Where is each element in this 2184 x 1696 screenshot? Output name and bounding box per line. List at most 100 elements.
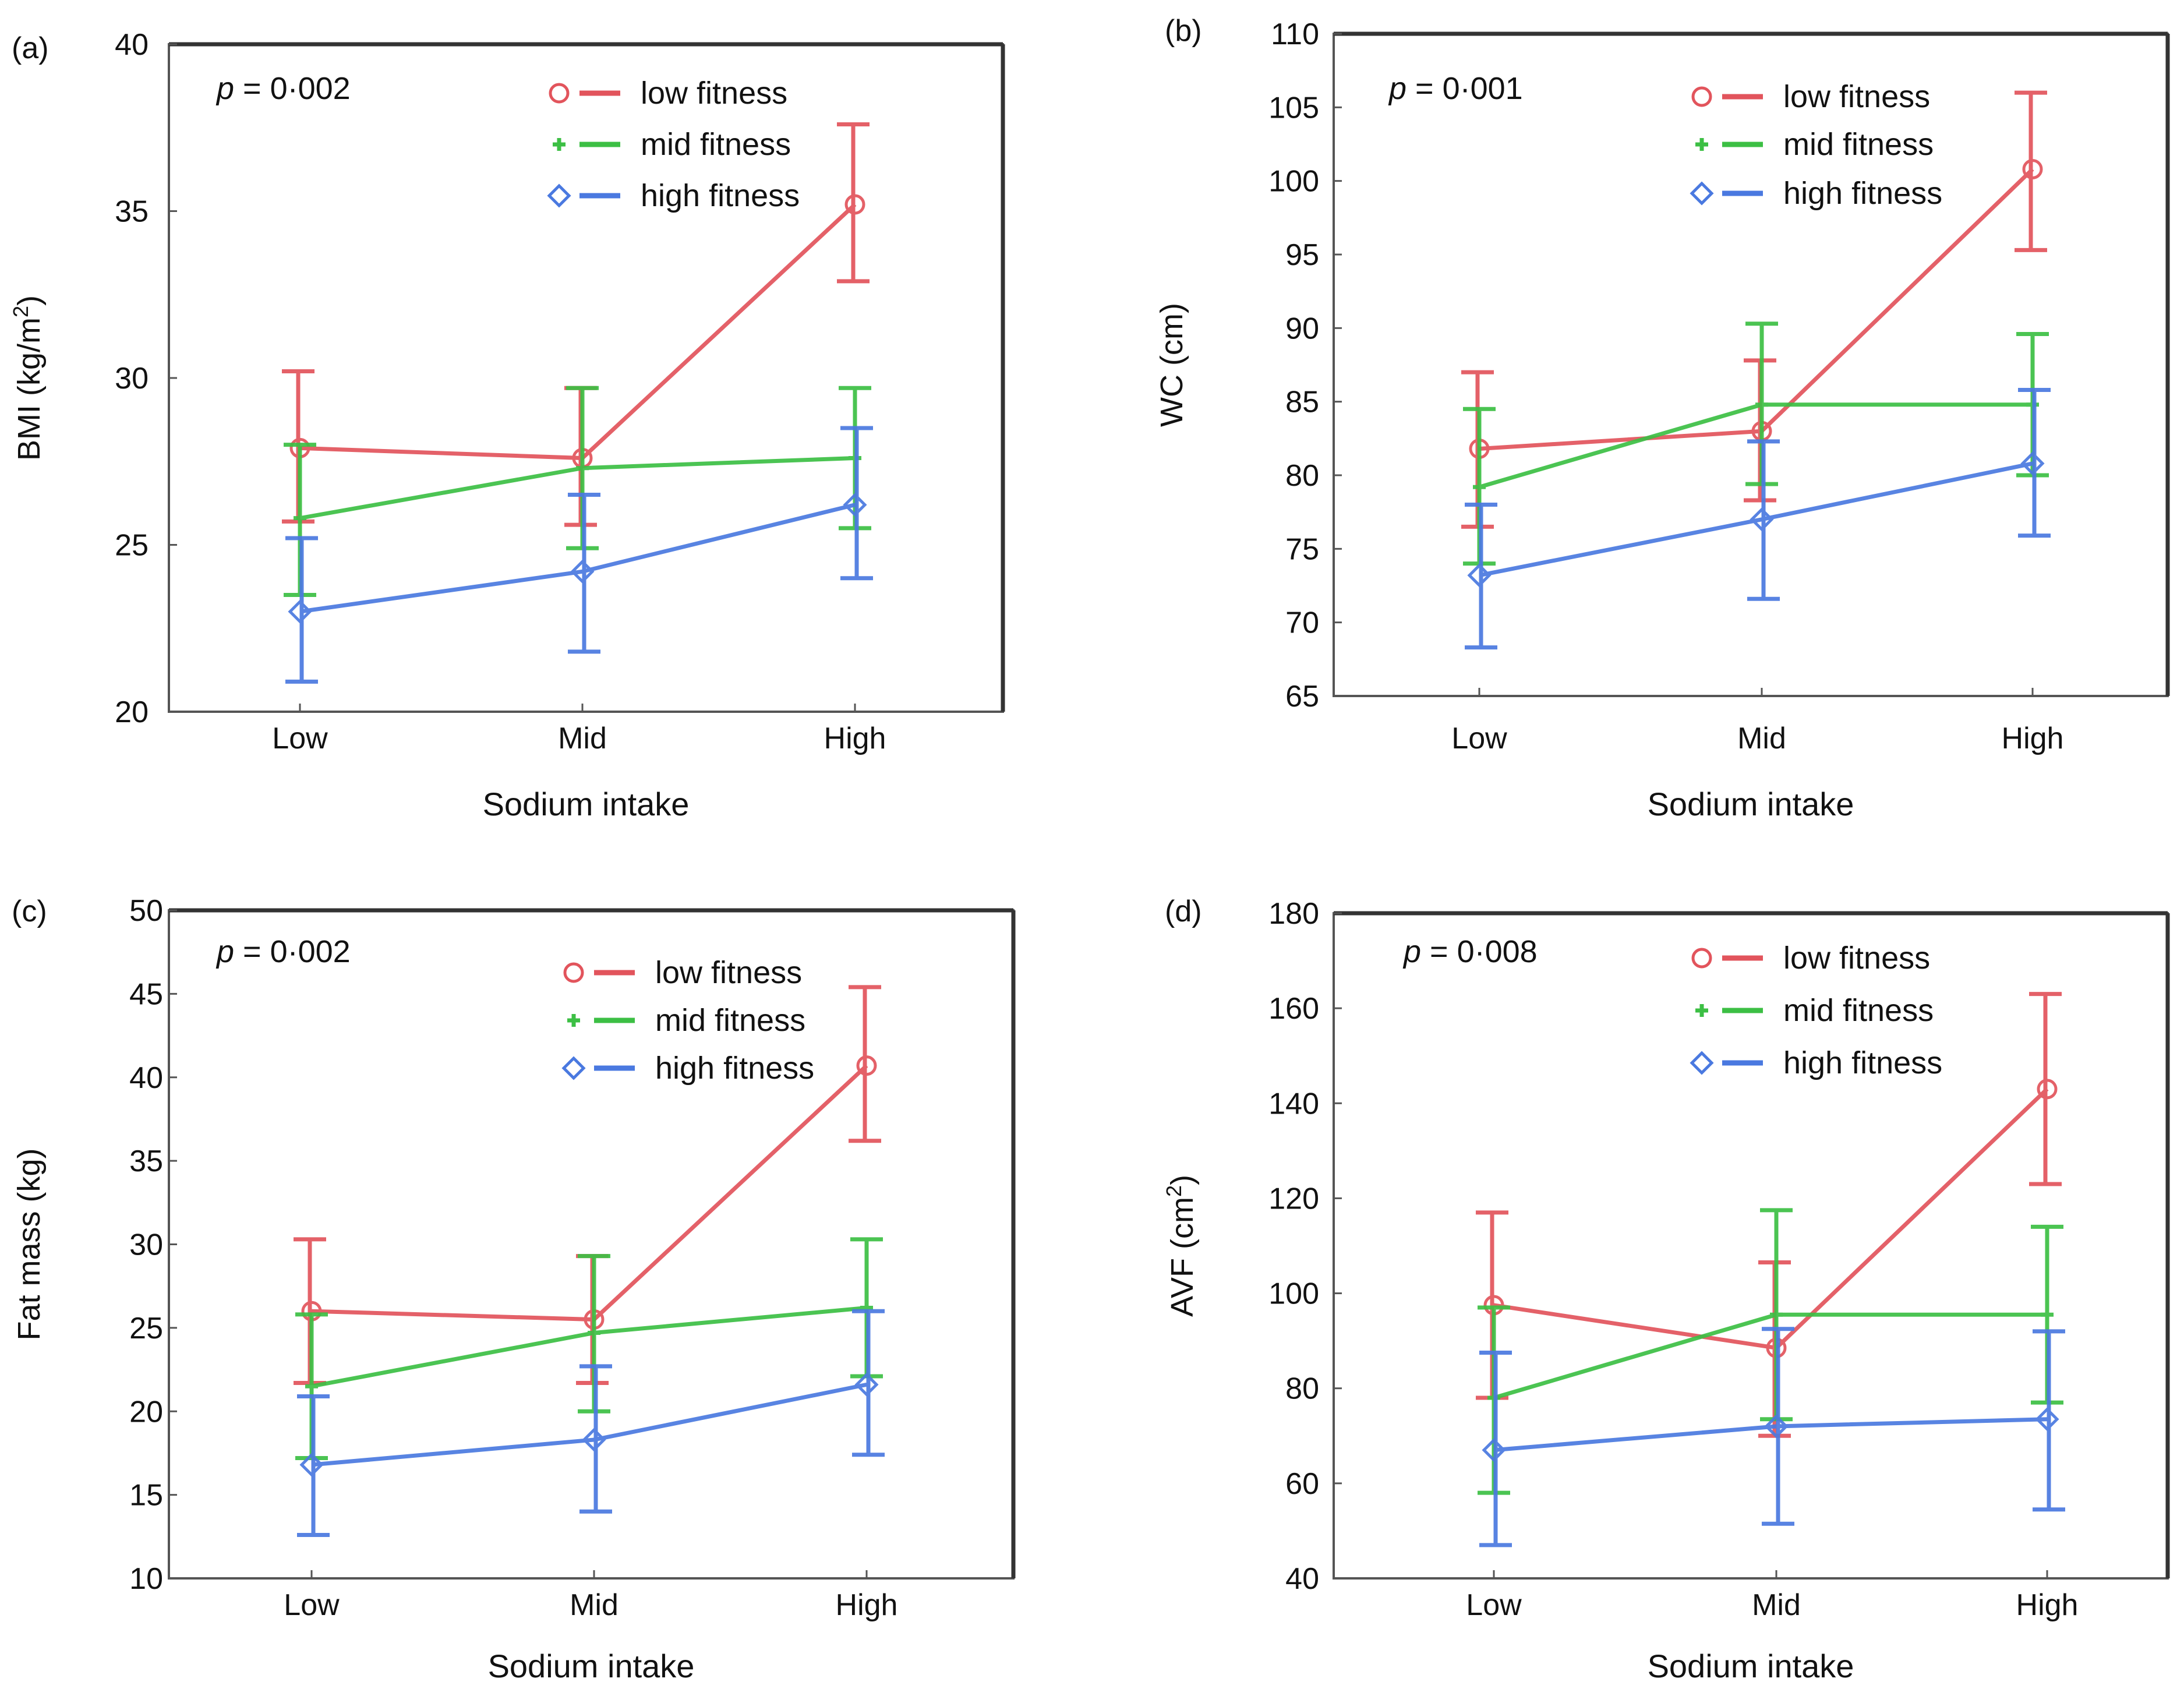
data-point — [854, 1372, 879, 1397]
x-tick-label: Low — [1466, 1588, 1522, 1622]
legend-marker — [1690, 1051, 1714, 1075]
legend-label: mid fitness — [641, 127, 791, 162]
legend-label: high fitness — [641, 178, 800, 213]
legend-item: mid fitness — [1695, 127, 1934, 162]
y-axis-label-main: AVF (cm — [1165, 1197, 1200, 1317]
y-tick-label: 180 — [1268, 897, 1319, 931]
y-tick-label: 45 — [129, 977, 163, 1011]
data-point — [299, 1453, 324, 1477]
data-point — [294, 511, 306, 525]
legend-item: high fitness — [1690, 1045, 1942, 1080]
legend-marker — [547, 183, 571, 208]
data-point — [1764, 1414, 1789, 1439]
p-symbol: p — [1402, 934, 1421, 969]
y-axis-label: WC (cm) — [1154, 303, 1189, 427]
x-tick-label: Mid — [570, 1588, 619, 1622]
chart-panel-3: 40 60 80 100 120 140 160 180 Low Mid High Sodium in… — [1162, 895, 2170, 1684]
data-point — [856, 1055, 877, 1076]
y-tick-label: 10 — [129, 1562, 163, 1596]
y-tick-label: 105 — [1268, 91, 1319, 125]
legend-label: mid fitness — [1783, 993, 1934, 1028]
legend-item: high fitness — [1690, 176, 1942, 211]
y-tick-label: 40 — [1285, 1562, 1319, 1596]
data-point — [1755, 398, 1768, 411]
data-point — [582, 1428, 606, 1452]
x-tick-label: High — [836, 1588, 898, 1622]
series-line — [299, 503, 856, 614]
y-axis-label-main: WC (cm) — [1154, 303, 1189, 427]
legend-label: high fitness — [655, 1051, 814, 1086]
data-point — [588, 1326, 600, 1340]
y-tick-label: 95 — [1285, 238, 1319, 272]
legend-marker — [567, 1014, 580, 1027]
x-axis-label: Sodium intake — [1648, 786, 1854, 822]
x-tick-label: Mid — [1752, 1588, 1801, 1622]
series-line — [1493, 1417, 2048, 1453]
y-tick-label: 160 — [1268, 992, 1319, 1026]
y-tick-label: 35 — [115, 195, 149, 229]
legend-item: high fitness — [561, 1051, 814, 1086]
chart-panel-0: 20 25 30 35 40 Low Mid High Sodium intake BMI (kg… — [9, 28, 1005, 822]
y-tick-label: 35 — [129, 1144, 163, 1178]
legend-item: mid fitness — [553, 127, 791, 162]
p-symbol: p — [1388, 71, 1406, 106]
p-value-number: = 0·008 — [1421, 934, 1538, 969]
x-tick-label: Mid — [1737, 722, 1786, 755]
data-point — [2020, 451, 2045, 476]
legend-label: high fitness — [1783, 1045, 1942, 1080]
y-tick-label: 80 — [1285, 1372, 1319, 1406]
x-axis-label: Sodium intake — [483, 786, 690, 822]
data-point — [1770, 1308, 1783, 1322]
p-value-number: = 0·002 — [234, 71, 351, 106]
p-symbol: p — [215, 934, 234, 969]
y-tick-label: 25 — [129, 1312, 163, 1345]
legend-item: low fitness — [1691, 941, 1930, 976]
x-tick-label: Mid — [558, 722, 607, 755]
data-point — [576, 461, 589, 475]
plot-frame — [168, 909, 1015, 1580]
y-tick-label: 70 — [1285, 606, 1319, 640]
y-axis-label-sup: 2 — [9, 306, 33, 317]
legend-label: mid fitness — [655, 1003, 805, 1038]
y-tick-label: 90 — [1285, 312, 1319, 345]
legend-label: low fitness — [1783, 79, 1930, 114]
data-point — [1750, 507, 1774, 532]
legend-label: low fitness — [1783, 941, 1930, 976]
p-symbol: p — [215, 71, 234, 106]
series-high-fitness — [285, 426, 873, 684]
y-axis-label-sup: 2 — [1162, 1185, 1186, 1197]
x-tick-label: Low — [284, 1588, 340, 1622]
legend-label: low fitness — [655, 955, 802, 990]
y-axis-label: BMI (kg/m2) — [9, 295, 47, 461]
y-tick-label: 110 — [1271, 17, 1319, 51]
y-tick-label: 20 — [129, 1395, 163, 1429]
y-tick-label: 85 — [1285, 386, 1319, 419]
legend-item: low fitness — [1691, 79, 1930, 114]
panel-label: (d) — [1165, 895, 1202, 928]
y-tick-label: 100 — [1268, 165, 1319, 199]
y-tick-label: 60 — [1285, 1467, 1319, 1501]
p-value: p = 0·008 — [1402, 934, 1538, 969]
legend-label: low fitness — [641, 76, 787, 111]
p-value: p = 0·001 — [1388, 71, 1523, 106]
legend-marker — [1691, 86, 1712, 107]
y-axis-label-end: ) — [12, 295, 47, 306]
series-line — [1479, 461, 2033, 578]
y-tick-label: 140 — [1268, 1087, 1319, 1121]
y-tick-label: 50 — [129, 894, 163, 928]
data-point — [305, 1380, 318, 1393]
y-axis-label-main: Fat mass (kg) — [12, 1148, 47, 1340]
y-axis-label: AVF (cm2) — [1162, 1175, 1200, 1317]
y-tick-label: 40 — [129, 1061, 163, 1095]
y-tick-label: 25 — [115, 529, 149, 563]
legend-item: low fitness — [563, 955, 802, 990]
series-high-fitness — [297, 1309, 885, 1537]
y-tick-label: 30 — [115, 362, 149, 395]
chart-panel-2: 10 15 20 25 30 35 40 45 50 Low Mid High Sodium intak… — [12, 894, 1016, 1684]
chart-panel-1: 65 70 75 80 85 90 95 100 105 110 Low Mid High Sodium … — [1154, 14, 2170, 822]
y-tick-label: 15 — [129, 1479, 163, 1513]
p-value: p = 0·002 — [215, 71, 351, 106]
data-point — [2035, 1407, 2059, 1432]
y-tick-label: 75 — [1285, 532, 1319, 566]
